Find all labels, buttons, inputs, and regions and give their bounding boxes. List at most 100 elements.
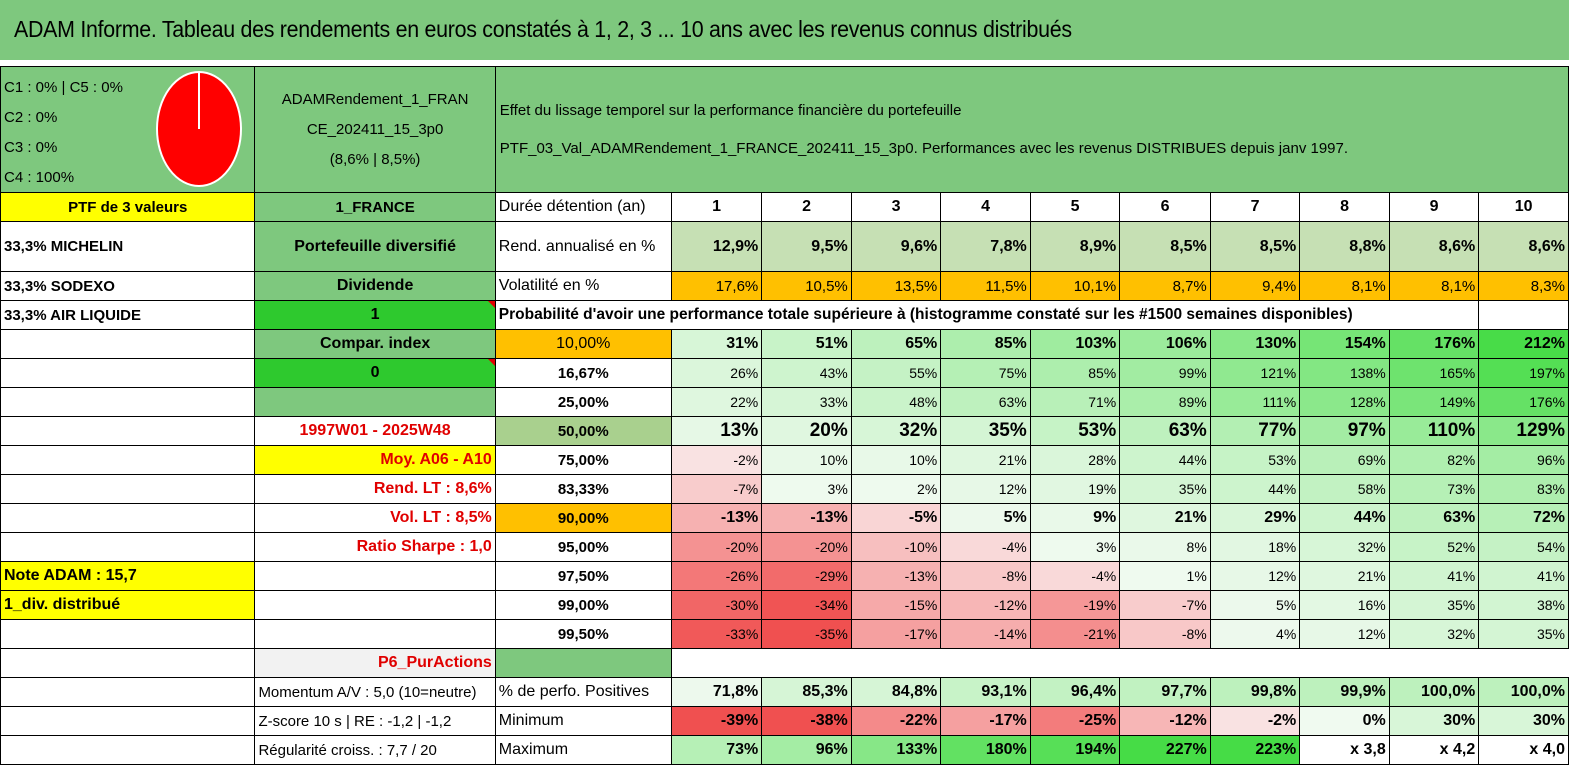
p6-row: P6_PurActions	[0, 648, 1569, 678]
proba-value: 3%	[1029, 532, 1121, 562]
market-label: 1_FRANCE	[254, 192, 496, 222]
proba-value: 149%	[1388, 387, 1480, 417]
proba-value: 176%	[1388, 329, 1480, 359]
proba-row: 99,50% -33% -35% -17% -14% -21% -8% 4% 12% 32% 35%	[0, 619, 1569, 649]
rend-value: 8,5%	[1209, 221, 1301, 272]
proba-value: -5%	[850, 503, 942, 533]
empty-cell	[494, 648, 672, 678]
proba-value: 21%	[1119, 503, 1211, 533]
proba-value: 63%	[1119, 416, 1211, 446]
minimum-value: -39%	[670, 706, 763, 736]
proba-value: 33%	[761, 387, 852, 417]
proba-value: 53%	[1209, 445, 1301, 475]
proba-value: 51%	[761, 329, 852, 359]
empty-cell	[0, 474, 256, 504]
proba-value: 12%	[1209, 561, 1301, 591]
proba-value: 13%	[670, 416, 763, 446]
title-bar: ADAM Informe. Tableau des rendements en …	[0, 0, 1569, 62]
proba-value: 75%	[940, 358, 1031, 388]
empty-cell	[254, 619, 496, 649]
zscore-label: Z-score 10 s | RE : -1,2 | -1,2	[254, 706, 496, 736]
proba-value: 32%	[1388, 619, 1480, 649]
proba-value: -35%	[761, 619, 852, 649]
proba-value: 130%	[1209, 329, 1301, 359]
proba-row: Vol. LT : 8,5% 90,00% -13% -13% -5% 5% 9% 21% 29…	[0, 503, 1569, 533]
proba-value: 85%	[1029, 358, 1121, 388]
dividend-label: Dividende	[254, 271, 496, 301]
proba-threshold: 25,00%	[494, 387, 672, 417]
proba-value: -12%	[940, 590, 1031, 620]
holding-air-liquide: 33,3% AIR LIQUIDE	[0, 300, 256, 330]
rend-value: 8,8%	[1299, 221, 1390, 272]
proba-value: 89%	[1119, 387, 1211, 417]
proba-value: -8%	[940, 561, 1031, 591]
proba-value: 55%	[850, 358, 942, 388]
positives-value: 96,4%	[1029, 677, 1121, 707]
proba-value: 4%	[1209, 619, 1301, 649]
duration-row: PTF de 3 valeurs 1_FRANCE Durée détention …	[0, 192, 1569, 222]
proba-value: 52%	[1388, 532, 1480, 562]
proba-threshold: 10,00%	[494, 329, 672, 359]
proba-value: 71%	[1029, 387, 1121, 417]
empty-cell	[0, 358, 256, 388]
year-header: 9	[1388, 192, 1480, 222]
empty-cell	[0, 735, 256, 765]
positives-value: 71,8%	[670, 677, 763, 707]
empty-cell	[254, 590, 496, 620]
dividend-value: 1	[254, 300, 496, 330]
rend-lt-label: Rend. LT : 8,6%	[254, 474, 496, 504]
proba-value: 44%	[1209, 474, 1301, 504]
proba-value: -34%	[761, 590, 852, 620]
proba-value: 10%	[850, 445, 942, 475]
proba-value: 82%	[1388, 445, 1480, 475]
empty-cell	[254, 561, 496, 591]
proba-value: -4%	[1029, 561, 1121, 591]
maximum-value: 227%	[1119, 735, 1211, 765]
maximum-value: x 4,0	[1478, 735, 1569, 765]
positives-value: 93,1%	[940, 677, 1031, 707]
maximum-value: 194%	[1029, 735, 1121, 765]
proba-title: Probabilité d'avoir une performance tota…	[494, 300, 1480, 330]
rend-value: 8,6%	[1388, 221, 1480, 272]
proba-value: 103%	[1029, 329, 1121, 359]
proba-value: 99%	[1119, 358, 1211, 388]
positives-value: 100,0%	[1388, 677, 1480, 707]
proba-value: -13%	[761, 503, 852, 533]
proba-threshold: 16,67%	[494, 358, 672, 388]
year-header: 8	[1299, 192, 1390, 222]
proba-value: -4%	[940, 532, 1031, 562]
minimum-value: -17%	[940, 706, 1031, 736]
proba-value: -10%	[850, 532, 942, 562]
proba-value: 96%	[1478, 445, 1569, 475]
legend-item: C2 : 0%	[4, 109, 58, 126]
maximum-value: 223%	[1209, 735, 1301, 765]
year-header: 7	[1209, 192, 1301, 222]
proba-value: 35%	[1119, 474, 1211, 504]
proba-value: 128%	[1299, 387, 1390, 417]
header-row: C1 : 0% | C5 : 0% C2 : 0% C3 : 0% C4 : 1…	[0, 66, 1569, 193]
proba-value: 41%	[1388, 561, 1480, 591]
proba-value: 28%	[1029, 445, 1121, 475]
proba-value: 54%	[1478, 532, 1569, 562]
proba-value: 32%	[1299, 532, 1390, 562]
proba-value: 53%	[1029, 416, 1121, 446]
maximum-value: 73%	[670, 735, 763, 765]
page-title: ADAM Informe. Tableau des rendements en …	[14, 16, 1072, 42]
minimum-value: 30%	[1478, 706, 1569, 736]
proba-value: -20%	[670, 532, 763, 562]
empty-cell	[0, 677, 256, 707]
maximum-value: 180%	[940, 735, 1031, 765]
year-header: 4	[940, 192, 1031, 222]
proba-value: 176%	[1478, 387, 1569, 417]
proba-value: 1%	[1119, 561, 1211, 591]
rend-row: 33,3% MICHELIN Portefeuille diversifié Ren…	[0, 221, 1569, 272]
sharpe-label: Ratio Sharpe : 1,0	[254, 532, 496, 562]
minimum-value: -12%	[1119, 706, 1211, 736]
year-header: 6	[1119, 192, 1211, 222]
proba-value: 72%	[1478, 503, 1569, 533]
rend-value: 7,8%	[940, 221, 1031, 272]
vol-value: 8,1%	[1299, 271, 1390, 301]
proba-value: -17%	[850, 619, 942, 649]
proba-value: 9%	[1029, 503, 1121, 533]
minimum-value: -38%	[761, 706, 852, 736]
